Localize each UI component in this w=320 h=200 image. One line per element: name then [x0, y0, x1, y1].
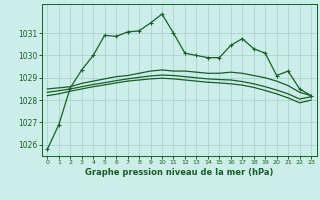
X-axis label: Graphe pression niveau de la mer (hPa): Graphe pression niveau de la mer (hPa)	[85, 168, 273, 177]
